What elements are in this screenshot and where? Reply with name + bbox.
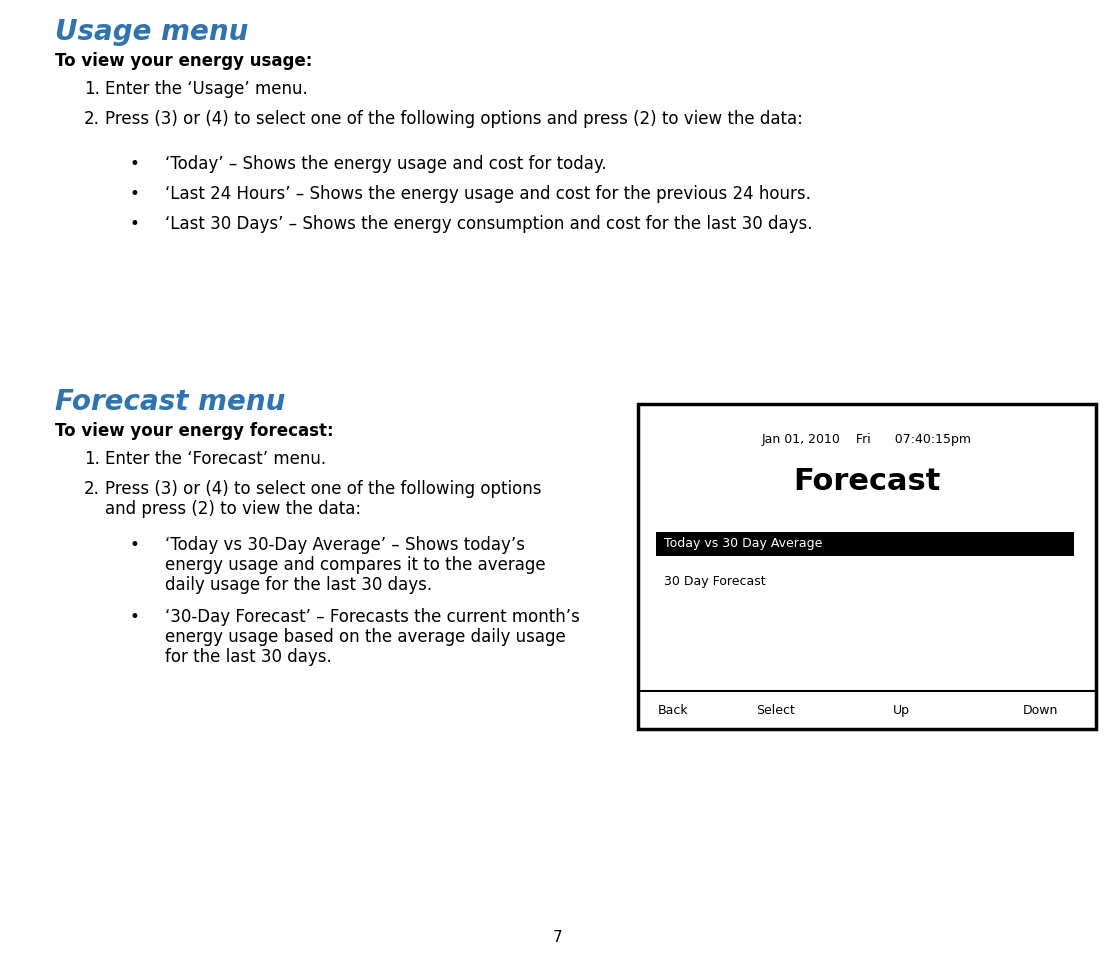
Text: Back: Back bbox=[658, 703, 689, 717]
Text: 30 Day Forecast: 30 Day Forecast bbox=[664, 575, 766, 587]
Text: Usage menu: Usage menu bbox=[55, 18, 249, 46]
Text: Jan 01, 2010    Fri      07:40:15pm: Jan 01, 2010 Fri 07:40:15pm bbox=[762, 433, 972, 446]
Text: ‘Last 24 Hours’ – Shows the energy usage and cost for the previous 24 hours.: ‘Last 24 Hours’ – Shows the energy usage… bbox=[165, 185, 811, 203]
Text: Forecast menu: Forecast menu bbox=[55, 388, 286, 416]
Text: •: • bbox=[129, 185, 140, 203]
Bar bbox=[656, 533, 1074, 557]
Text: ‘30-Day Forecast’ – Forecasts the current month’s: ‘30-Day Forecast’ – Forecasts the curren… bbox=[165, 607, 580, 625]
Text: and press (2) to view the data:: and press (2) to view the data: bbox=[105, 499, 362, 517]
Text: energy usage based on the average daily usage: energy usage based on the average daily … bbox=[165, 627, 566, 645]
Text: Up: Up bbox=[893, 703, 910, 717]
Text: for the last 30 days.: for the last 30 days. bbox=[165, 647, 331, 665]
Text: •: • bbox=[129, 536, 140, 554]
Text: To view your energy forecast:: To view your energy forecast: bbox=[55, 421, 334, 439]
Text: 7: 7 bbox=[554, 929, 562, 944]
Bar bbox=[638, 405, 1096, 729]
Text: ‘Today vs 30-Day Average’ – Shows today’s: ‘Today vs 30-Day Average’ – Shows today’… bbox=[165, 536, 525, 554]
Text: Enter the ‘Usage’ menu.: Enter the ‘Usage’ menu. bbox=[105, 80, 308, 98]
Text: 1.: 1. bbox=[84, 450, 100, 468]
Text: Down: Down bbox=[1023, 703, 1058, 717]
Text: ‘Today’ – Shows the energy usage and cost for today.: ‘Today’ – Shows the energy usage and cos… bbox=[165, 154, 607, 172]
Text: 2.: 2. bbox=[84, 110, 100, 128]
Text: •: • bbox=[129, 607, 140, 625]
Text: daily usage for the last 30 days.: daily usage for the last 30 days. bbox=[165, 576, 432, 594]
Text: To view your energy usage:: To view your energy usage: bbox=[55, 52, 312, 70]
Text: Press (3) or (4) to select one of the following options and press (2) to view th: Press (3) or (4) to select one of the fo… bbox=[105, 110, 802, 128]
Text: Forecast: Forecast bbox=[793, 467, 941, 496]
Text: energy usage and compares it to the average: energy usage and compares it to the aver… bbox=[165, 556, 546, 574]
Text: Today vs 30 Day Average: Today vs 30 Day Average bbox=[664, 537, 822, 550]
Text: 2.: 2. bbox=[84, 479, 100, 497]
Text: ‘Last 30 Days’ – Shows the energy consumption and cost for the last 30 days.: ‘Last 30 Days’ – Shows the energy consum… bbox=[165, 214, 812, 233]
Text: •: • bbox=[129, 154, 140, 172]
Text: 1.: 1. bbox=[84, 80, 100, 98]
Text: Press (3) or (4) to select one of the following options: Press (3) or (4) to select one of the fo… bbox=[105, 479, 541, 497]
Text: Enter the ‘Forecast’ menu.: Enter the ‘Forecast’ menu. bbox=[105, 450, 326, 468]
Text: •: • bbox=[129, 214, 140, 233]
Text: Select: Select bbox=[756, 703, 795, 717]
